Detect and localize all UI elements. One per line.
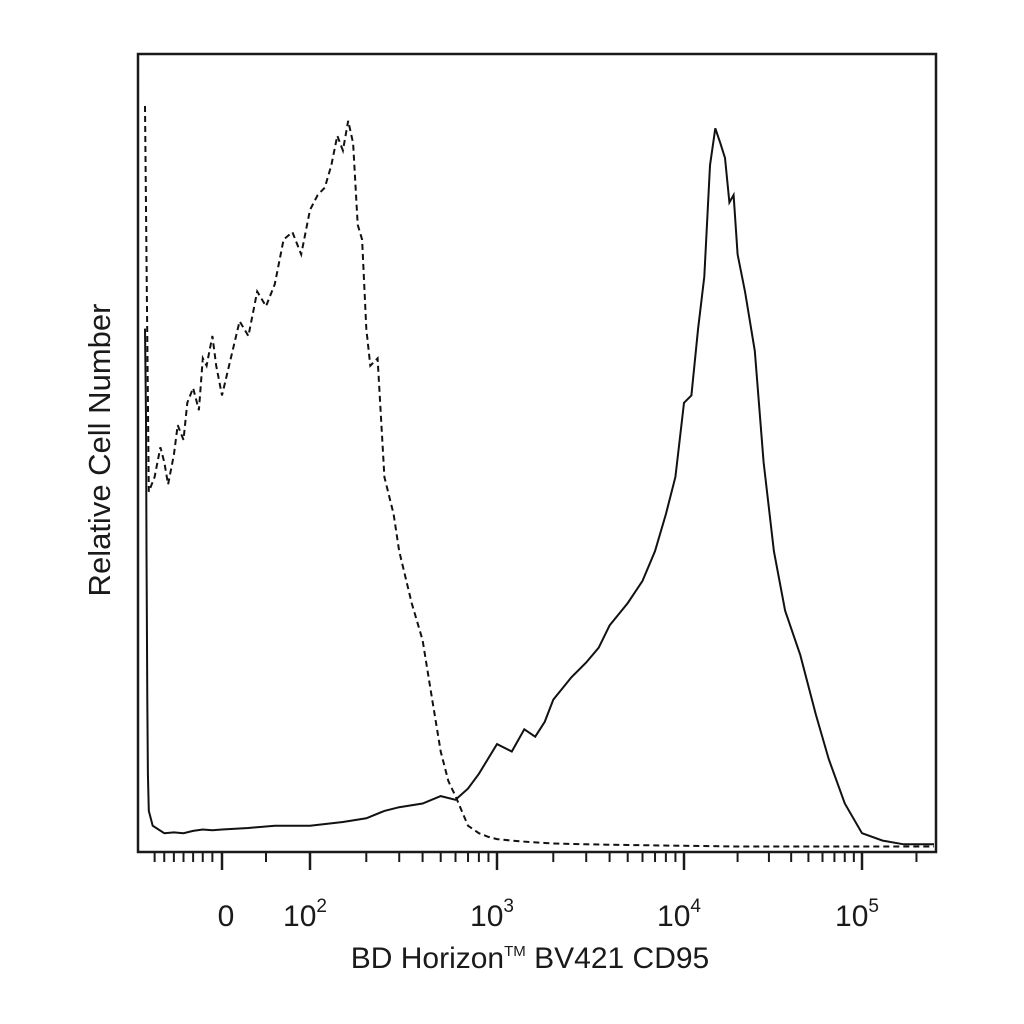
x-tick-label-exponent: 4 — [690, 896, 701, 917]
x-tick-labels: 0 102 103 104 105 — [218, 896, 879, 933]
x-axis-label-main: BD Horizon — [351, 942, 504, 975]
x-tick-label-base: 10 — [283, 900, 316, 933]
cd95-stained-histogram — [144, 127, 934, 846]
isotype-control-histogram — [144, 105, 934, 848]
x-axis-label: BD HorizonTM BV421 CD95 — [351, 942, 710, 975]
plot-frame — [136, 52, 938, 854]
x-tick-label-base: 10 — [835, 900, 868, 933]
x-minor-ticks — [153, 852, 918, 862]
x-tick-label: 103 — [470, 896, 514, 933]
x-tick-label-exponent: 3 — [503, 896, 514, 917]
x-tick-label: 102 — [283, 896, 327, 933]
x-tick-label: 0 — [218, 900, 235, 933]
x-axis-label-rest: BV421 CD95 — [526, 942, 709, 975]
y-axis-label: Relative Cell Number — [82, 304, 117, 597]
x-tick-label: 104 — [657, 896, 701, 933]
x-tick-label: 105 — [835, 896, 879, 933]
x-major-ticks — [220, 852, 864, 870]
x-tick-label-base: 10 — [657, 900, 690, 933]
x-tick-label-base: 10 — [470, 900, 503, 933]
x-axis-label-tm: TM — [504, 943, 526, 960]
x-tick-label-exponent: 2 — [316, 896, 327, 917]
x-tick-label-exponent: 5 — [868, 896, 879, 917]
